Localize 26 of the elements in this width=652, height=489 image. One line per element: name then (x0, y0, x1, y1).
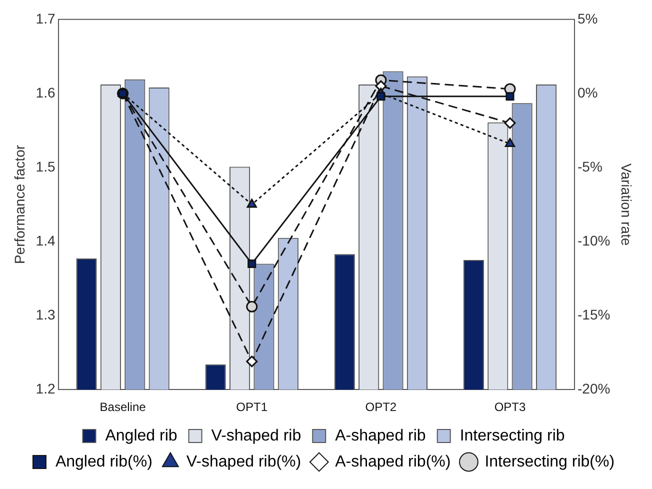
legend-label: Intersecting rib(%) (484, 453, 615, 470)
y2-tick-label: 5% (578, 10, 598, 26)
y2-tick-label: -5% (578, 158, 602, 174)
y-tick-label: 1.7 (36, 10, 56, 26)
x-tick-label: Baseline (100, 400, 146, 414)
legend-label: V-shaped rib (211, 427, 302, 444)
y-axis-title: Performance factor (11, 144, 28, 264)
y2-tick-label: 0% (578, 84, 598, 100)
legend-label: Angled rib(%) (55, 453, 152, 470)
y-tick-label: 1.2 (36, 380, 56, 396)
legend-label: Angled rib (105, 427, 178, 444)
y2-tick-label: -15% (578, 306, 610, 322)
legend-label: A-shaped rib(%) (335, 453, 451, 470)
y2-tick-label: -10% (578, 232, 610, 248)
x-tick-label: OPT2 (365, 400, 397, 414)
legend-label: V-shaped rib(%) (186, 453, 302, 470)
x-tick-label: OPT1 (236, 400, 268, 414)
y2-tick-label: -20% (578, 380, 610, 396)
x-tick-label: OPT3 (494, 400, 526, 414)
legend-label: Intersecting rib (460, 427, 565, 444)
y-tick-label: 1.3 (36, 306, 56, 322)
y-tick-label: 1.4 (36, 232, 56, 248)
y-tick-label: 1.5 (36, 158, 56, 174)
legend-label: A-shaped rib (335, 427, 426, 444)
y-tick-label: 1.6 (36, 84, 56, 100)
y2-axis-title: Variation rate (618, 163, 635, 246)
